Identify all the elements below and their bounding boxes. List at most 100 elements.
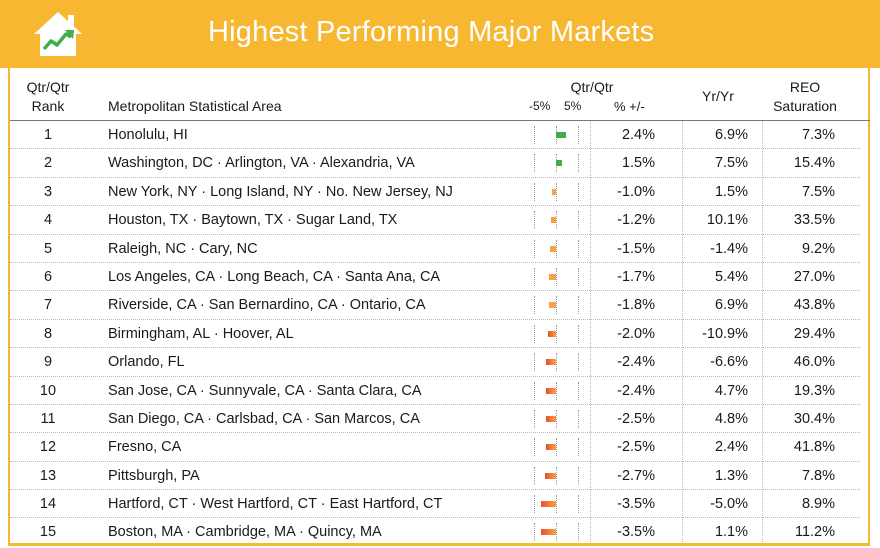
qtr-bar-area bbox=[530, 121, 582, 149]
scale-guide bbox=[556, 267, 557, 286]
msa-cell: San Diego, CA · Carlsbad, CA · San Marco… bbox=[108, 410, 420, 427]
qtr-change-cell: -1.2% bbox=[617, 212, 655, 229]
reo-saturation-cell: 7.3% bbox=[801, 127, 835, 143]
reo-saturation-cell: 9.2% bbox=[801, 240, 835, 257]
rank-cell: 14 bbox=[39, 496, 57, 513]
reo-saturation-cell: 41.8% bbox=[793, 439, 835, 456]
scale-guide bbox=[534, 466, 535, 485]
msa-cell: Washington, DC · Arlington, VA · Alexand… bbox=[108, 155, 415, 172]
scale-guide bbox=[556, 296, 557, 315]
qtr-change-cell: -3.5% bbox=[617, 496, 655, 513]
yr-change-cell: 6.9% bbox=[714, 297, 748, 314]
qtr-change-bar bbox=[551, 188, 556, 195]
scale-guide bbox=[534, 438, 535, 457]
scale-guide bbox=[578, 495, 579, 514]
qtr-bar-area bbox=[530, 263, 582, 291]
scale-max-label: 5% bbox=[564, 99, 582, 113]
msa-cell: Fresno, CA bbox=[108, 439, 182, 456]
yr-change-cell: 1.1% bbox=[714, 524, 748, 541]
scale-guide bbox=[556, 495, 557, 514]
rank-cell: 3 bbox=[43, 183, 53, 200]
rank-cell: 11 bbox=[40, 410, 56, 427]
reo-saturation-cell: 43.8% bbox=[793, 297, 835, 314]
qtr-change-cell: -2.5% bbox=[617, 439, 655, 456]
house-with-rising-chart-icon bbox=[34, 12, 82, 56]
scale-guide bbox=[578, 523, 579, 542]
msa-cell: Boston, MA · Cambridge, MA · Quincy, MA bbox=[108, 524, 382, 541]
rank-cell: 13 bbox=[39, 467, 57, 484]
qtr-change-bar bbox=[547, 330, 556, 337]
qtr-change-bar bbox=[545, 444, 556, 451]
title-banner: Highest Performing Major Markets bbox=[0, 0, 880, 68]
reo-saturation-cell: 19.3% bbox=[793, 382, 835, 399]
scale-guide bbox=[534, 324, 535, 343]
scale-guide bbox=[556, 523, 557, 542]
qtr-change-cell: 2.4% bbox=[621, 127, 655, 143]
qtr-change-cell: -3.5% bbox=[617, 524, 655, 541]
qtr-bar-area bbox=[530, 320, 582, 348]
scale-guide bbox=[578, 267, 579, 286]
reo-saturation-cell: 27.0% bbox=[793, 268, 835, 285]
reo-saturation-cell: 46.0% bbox=[793, 354, 835, 371]
table-body: 1 Honolulu, HI 2.4% 6.9% 7.3% 2 Washington, DC… bbox=[10, 121, 860, 547]
scale-guide bbox=[556, 409, 557, 428]
yr-change-cell: -1.4% bbox=[710, 240, 748, 257]
scale-guide bbox=[534, 296, 535, 315]
rank-cell: 12 bbox=[39, 439, 57, 456]
qtr-change-bar bbox=[551, 217, 556, 224]
rank-cell: 6 bbox=[43, 268, 53, 285]
column-divider bbox=[762, 121, 763, 542]
scale-guide bbox=[534, 523, 535, 542]
msa-cell: Houston, TX · Baytown, TX · Sugar Land, … bbox=[108, 212, 398, 229]
scale-guide bbox=[578, 381, 579, 400]
qtr-change-cell: -1.5% bbox=[617, 240, 655, 257]
yr-change-cell: 10.1% bbox=[706, 212, 748, 229]
yr-change-cell: 4.8% bbox=[714, 410, 748, 427]
reo-saturation-cell: 7.8% bbox=[801, 467, 835, 484]
scale-guide bbox=[578, 324, 579, 343]
yr-change-cell: 4.7% bbox=[714, 382, 748, 399]
scale-guide bbox=[534, 409, 535, 428]
table-row: 4 Houston, TX · Baytown, TX · Sugar Land,… bbox=[10, 206, 860, 235]
table-row: 12 Fresno, CA -2.5% 2.4% 41.8% bbox=[10, 433, 860, 462]
qtr-bar-area bbox=[530, 377, 582, 405]
scale-guide bbox=[578, 239, 579, 258]
reo-saturation-cell: 7.5% bbox=[801, 183, 835, 200]
rank-cell: 8 bbox=[43, 325, 53, 342]
table-row: 10 San Jose, CA · Sunnyvale, CA · Santa C… bbox=[10, 377, 860, 405]
yr-change-cell: -10.9% bbox=[702, 325, 748, 342]
msa-cell: Orlando, FL bbox=[108, 354, 185, 371]
rank-cell: 15 bbox=[39, 524, 57, 541]
qtr-unit-label: % +/- bbox=[614, 99, 645, 114]
scale-guide bbox=[556, 239, 557, 258]
msa-cell: Raleigh, NC · Cary, NC bbox=[108, 240, 258, 257]
table-row: 13 Pittsburgh, PA -2.7% 1.3% 7.8% bbox=[10, 462, 860, 491]
table-row: 5 Raleigh, NC · Cary, NC -1.5% -1.4% 9.2% bbox=[10, 235, 860, 263]
reo-saturation-cell: 8.9% bbox=[801, 496, 835, 513]
qtr-bar-area bbox=[530, 291, 582, 319]
scale-guide bbox=[534, 495, 535, 514]
rank-cell: 1 bbox=[43, 127, 53, 143]
qtr-bar-area bbox=[530, 490, 582, 518]
column-divider bbox=[682, 121, 683, 542]
qtr-change-bar bbox=[546, 387, 556, 394]
qtr-bar-area bbox=[530, 206, 582, 234]
scale-guide bbox=[556, 324, 557, 343]
scale-guide bbox=[556, 466, 557, 485]
scale-guide bbox=[534, 126, 535, 144]
scale-guide bbox=[578, 154, 579, 173]
yr-change-cell: 2.4% bbox=[714, 439, 748, 456]
qtr-change-cell: -2.4% bbox=[617, 382, 655, 399]
rank-cell: 4 bbox=[43, 212, 53, 229]
qtr-change-cell: -1.7% bbox=[617, 268, 655, 285]
qtr-change-cell: -2.5% bbox=[617, 410, 655, 427]
qtr-bar-area bbox=[530, 462, 582, 490]
qtr-change-cell: 1.5% bbox=[621, 155, 655, 172]
msa-cell: Honolulu, HI bbox=[108, 127, 188, 143]
yr-change-cell: 1.5% bbox=[714, 183, 748, 200]
qtr-change-bar bbox=[546, 359, 556, 366]
table-row: 7 Riverside, CA · San Bernardino, CA · On… bbox=[10, 291, 860, 320]
rank-cell: 5 bbox=[43, 240, 53, 257]
table-row: 2 Washington, DC · Arlington, VA · Alexan… bbox=[10, 149, 860, 178]
msa-cell: Hartford, CT · West Hartford, CT · East … bbox=[108, 496, 443, 513]
